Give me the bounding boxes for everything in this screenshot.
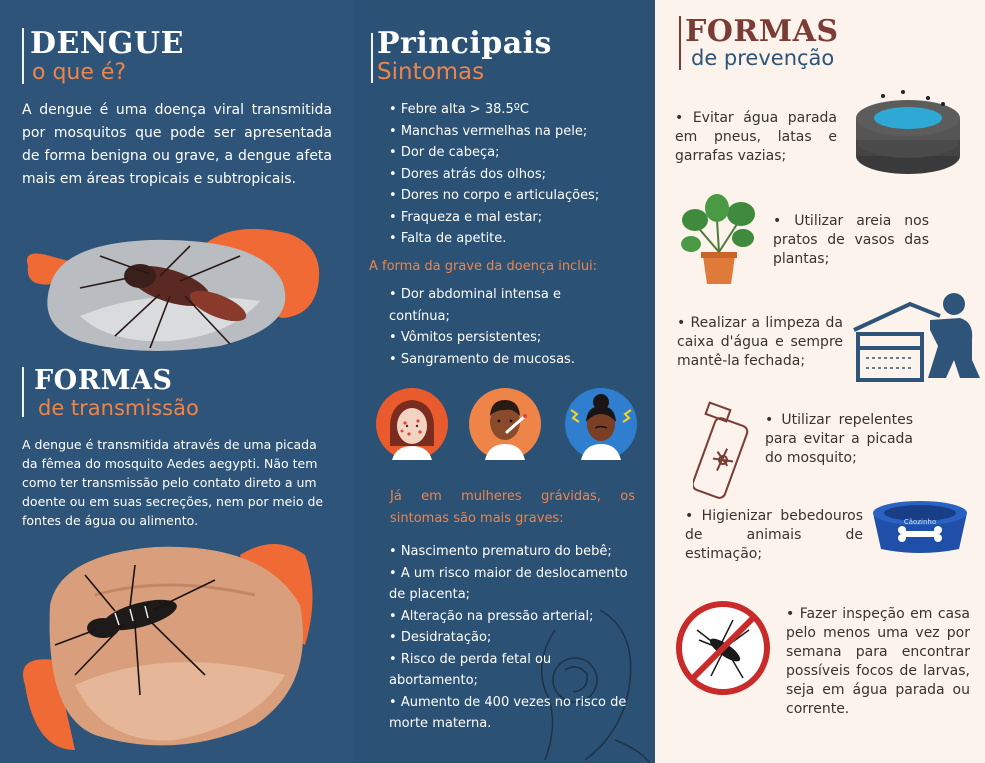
prevention-item-4: • Utilizar repelentes para evitar a pica… (765, 412, 913, 466)
water-tank-cleaning-icon (853, 293, 980, 382)
pregnancy-risks-list: Nascimento prematuro do bebê; A um risco… (389, 541, 639, 735)
intro-paragraph: A dengue é uma doença viral transmitida … (22, 102, 332, 187)
title-formas-transmissao: FORMAS (34, 365, 173, 396)
subtitle-sintomas: Sintomas (377, 59, 485, 85)
mosquito-photo-1 (26, 228, 320, 351)
pet-bowl-icon: Cãozinho (873, 501, 967, 553)
column-what-is-dengue: DENGUE o que é? A dengue é uma doença vi… (0, 0, 355, 763)
mosquito-photo-2 (23, 544, 313, 750)
list-item: Nascimento prematuro do bebê; (389, 541, 639, 563)
title-accent-bar (22, 367, 24, 417)
list-item: Dores no corpo e articulações; (389, 185, 649, 207)
list-item: Desidratação; (389, 627, 639, 649)
bowl-label: Cãozinho (904, 518, 936, 526)
subtitle-what-is: o que é? (32, 60, 127, 85)
transmission-paragraph: A dengue é transmitida através de uma pi… (22, 437, 324, 528)
woman-rash-icon (376, 388, 448, 460)
list-item: Dor abdominal intensa e contínua; (389, 284, 599, 327)
list-item: Dor de cabeça; (389, 142, 649, 164)
tires-water-icon (856, 90, 960, 174)
repellent-spray-icon (693, 401, 749, 499)
title-accent-bar (679, 16, 681, 70)
column-symptoms: Principais Sintomas Febre alta > 38.5ºC … (355, 0, 655, 763)
prevention-item-6: • Fazer inspeção em casa pelo menos uma … (786, 606, 970, 717)
grave-heading: A forma da grave da doença inclui: (369, 259, 598, 274)
column-prevention: FORMAS de prevenção • Evitar água parada… (655, 0, 985, 763)
prevention-item-5: • Higienizar bebedouros de animais de es… (685, 508, 863, 562)
prevention-item-2: • Utilizar areia nos pratos de vasos das… (773, 213, 929, 267)
prevention-item-1: • Evitar água parada em pneus, latas e g… (675, 110, 837, 164)
pregnant-heading: Já em mulheres grávidas, os sintomas são… (390, 489, 635, 526)
list-item: Risco de perda fetal ou abortamento; (389, 649, 639, 692)
list-item: Falta de apetite. (389, 228, 649, 250)
woman-headache-icon (565, 388, 637, 460)
symptoms-list: Febre alta > 38.5ºC Manchas vermelhas na… (389, 99, 649, 250)
list-item: A um risco maior de deslocamento de plac… (389, 563, 639, 606)
list-item: Vômitos persistentes; (389, 327, 599, 349)
list-item: Alteração na pressão arterial; (389, 606, 639, 628)
list-item: Aumento de 400 vezes no risco de morte m… (389, 692, 639, 735)
potted-plant-icon (681, 194, 755, 284)
title-principais: Principais (377, 26, 552, 61)
list-item: Dores atrás dos olhos; (389, 164, 649, 186)
subtitle-prevencao: de prevenção (691, 46, 835, 70)
list-item: Sangramento de mucosas. (389, 349, 599, 371)
title-formas-prevencao: FORMAS (685, 14, 839, 49)
list-item: Febre alta > 38.5ºC (389, 99, 649, 121)
list-item: Fraqueza e mal estar; (389, 207, 649, 229)
title-dengue: DENGUE (30, 26, 184, 61)
man-thermometer-icon (469, 388, 541, 460)
grave-list: Dor abdominal intensa e contínua; Vômito… (389, 284, 599, 370)
prevention-item-3: • Realizar a limpeza da caixa d'água e s… (677, 315, 843, 369)
list-item: Manchas vermelhas na pele; (389, 121, 649, 143)
subtitle-transmission: de transmissão (38, 396, 199, 420)
title-accent-bar (22, 28, 24, 84)
title-accent-bar (371, 33, 373, 83)
no-mosquito-icon (676, 601, 770, 695)
